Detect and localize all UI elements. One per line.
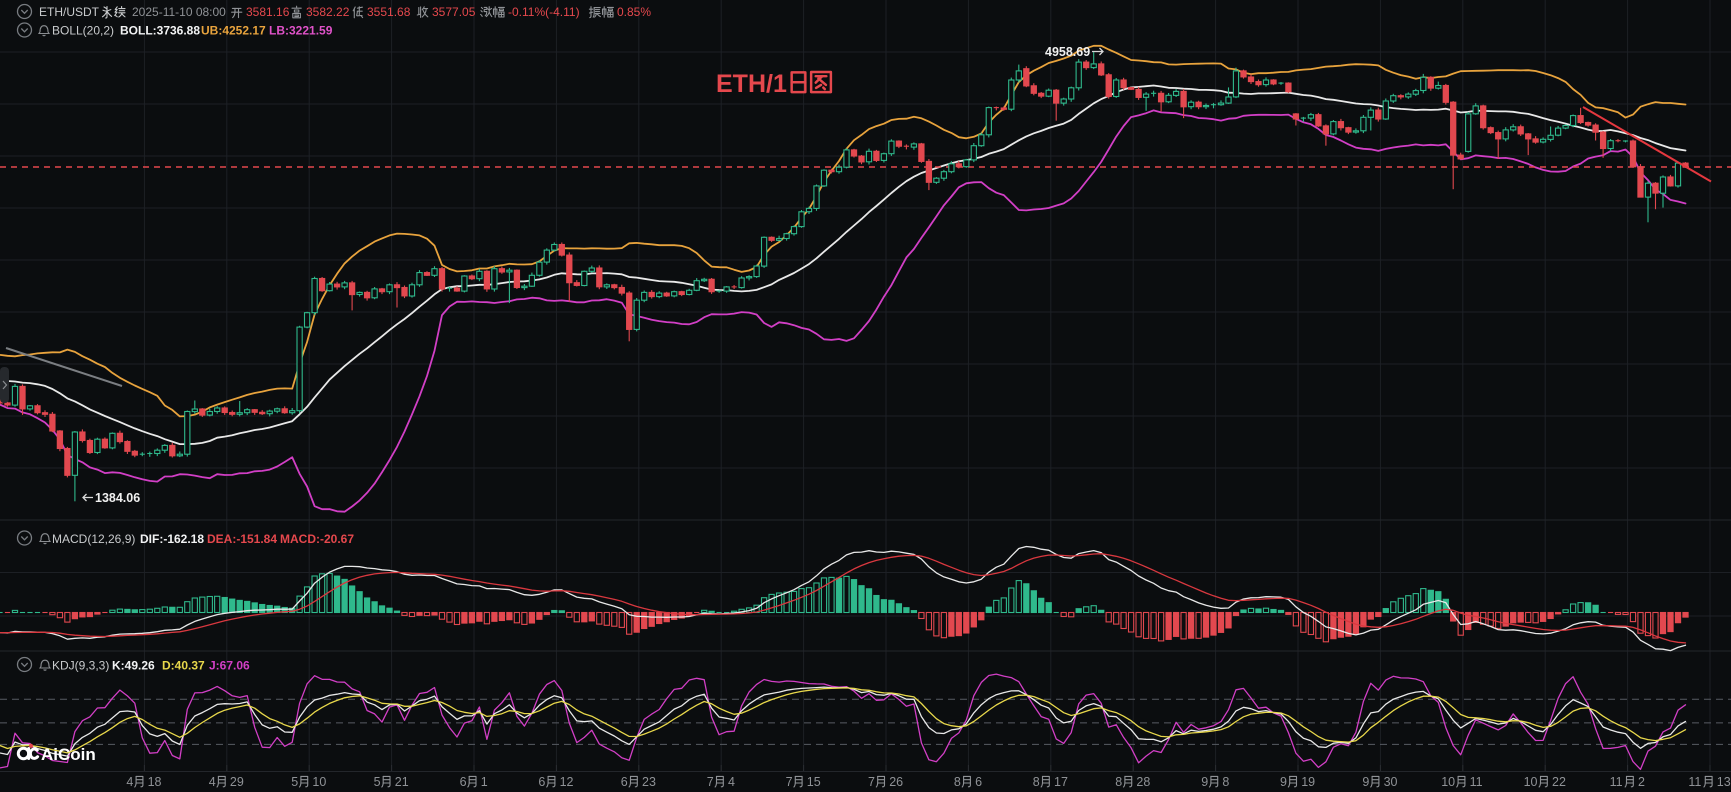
svg-text:0.85%: 0.85% [617, 5, 651, 19]
svg-text:J:67.06: J:67.06 [209, 659, 250, 673]
svg-text:8: 8 [1033, 775, 1040, 789]
svg-text:LB:3221.59: LB:3221.59 [269, 24, 333, 38]
svg-text:23: 23 [642, 775, 656, 789]
svg-text:4: 4 [728, 775, 735, 789]
svg-text:7: 7 [786, 775, 793, 789]
svg-text:6: 6 [621, 775, 628, 789]
svg-text:K:49.26: K:49.26 [112, 659, 155, 673]
svg-text:7: 7 [707, 775, 714, 789]
svg-text:28: 28 [1136, 775, 1150, 789]
svg-text:8: 8 [1222, 775, 1229, 789]
svg-text:BOLL(20,2): BOLL(20,2) [52, 24, 114, 38]
svg-text:3577.05: 3577.05 [432, 5, 476, 19]
svg-text:11: 11 [1610, 775, 1623, 789]
svg-text:10: 10 [1524, 775, 1538, 789]
svg-text:10: 10 [312, 775, 326, 789]
svg-text:7: 7 [868, 775, 875, 789]
svg-text:5: 5 [291, 775, 298, 789]
svg-text:8: 8 [954, 775, 961, 789]
svg-text:ETH/1: ETH/1 [716, 70, 787, 98]
svg-text:UB:4252.17: UB:4252.17 [201, 24, 266, 38]
svg-text:8: 8 [1115, 775, 1122, 789]
svg-text:KDJ(9,3,3): KDJ(9,3,3) [52, 659, 109, 673]
svg-text:3582.22: 3582.22 [306, 5, 350, 19]
svg-text:4: 4 [209, 775, 216, 789]
svg-text:DIF:-162.18: DIF:-162.18 [140, 532, 204, 546]
svg-text:5: 5 [374, 775, 381, 789]
svg-text:DEA:-151.84: DEA:-151.84 [207, 532, 277, 546]
svg-text:13: 13 [1717, 775, 1731, 789]
svg-text:11: 11 [1470, 775, 1483, 789]
svg-text:MACD(12,26,9): MACD(12,26,9) [52, 532, 135, 546]
svg-text:4958.69: 4958.69 [1045, 45, 1090, 59]
svg-text:BOLL:3736.88: BOLL:3736.88 [120, 24, 200, 38]
svg-text:9: 9 [1362, 775, 1369, 789]
svg-text:2: 2 [1638, 775, 1645, 789]
svg-text:1: 1 [481, 775, 488, 789]
svg-text:30: 30 [1384, 775, 1398, 789]
svg-text:6: 6 [975, 775, 982, 789]
svg-text:9: 9 [1201, 775, 1208, 789]
svg-text:29: 29 [230, 775, 244, 789]
svg-text:21: 21 [395, 775, 409, 789]
svg-text:D:40.37: D:40.37 [162, 659, 205, 673]
svg-text:4: 4 [126, 775, 133, 789]
svg-text:6: 6 [538, 775, 545, 789]
svg-text:11: 11 [1688, 775, 1701, 789]
svg-text:19: 19 [1301, 775, 1315, 789]
svg-text:MACD:-20.67: MACD:-20.67 [280, 532, 354, 546]
svg-text:3581.16: 3581.16 [246, 5, 290, 19]
svg-text:-0.11%(-4.11): -0.11%(-4.11) [508, 5, 580, 19]
svg-text:18: 18 [148, 775, 162, 789]
svg-text:17: 17 [1054, 775, 1068, 789]
svg-text:3551.68: 3551.68 [367, 5, 411, 19]
svg-text:22: 22 [1552, 775, 1566, 789]
svg-text:15: 15 [807, 775, 821, 789]
svg-text:ETH/USDT: ETH/USDT [39, 5, 100, 19]
svg-text:1384.06: 1384.06 [95, 491, 140, 505]
svg-text:26: 26 [889, 775, 903, 789]
svg-text:12: 12 [560, 775, 574, 789]
svg-text:AiCoin: AiCoin [41, 745, 96, 764]
svg-text:2025-11-10 08:00: 2025-11-10 08:00 [132, 5, 226, 19]
svg-text:6: 6 [460, 775, 467, 789]
svg-text:10: 10 [1441, 775, 1455, 789]
svg-text:9: 9 [1280, 775, 1287, 789]
